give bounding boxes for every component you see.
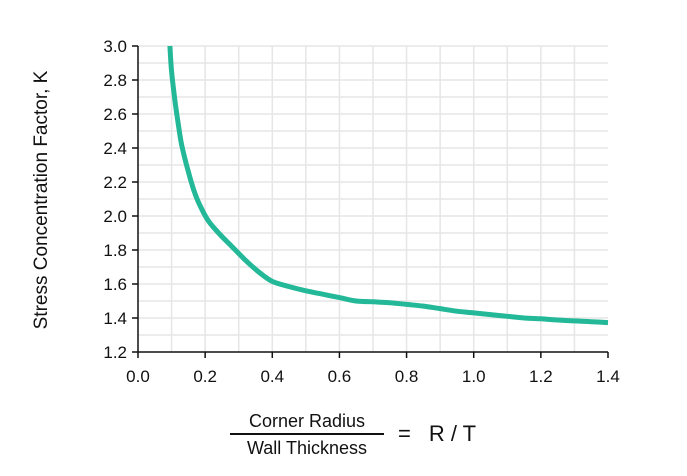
x-tick-label: 0.0: [126, 367, 150, 386]
x-axis-label-symbol: R / T: [428, 421, 477, 446]
x-axis-label-fraction: Corner Radius Wall Thickness: [230, 410, 384, 459]
x-tick-label: 1.0: [462, 367, 486, 386]
x-tick-label: 1.4: [596, 367, 620, 386]
x-tick-label: 0.8: [395, 367, 419, 386]
y-tick-label: 2.4: [103, 139, 127, 158]
y-tick-label: 2.2: [103, 173, 127, 192]
fraction-bar: [230, 433, 384, 435]
x-axis-label-denominator: Wall Thickness: [246, 437, 368, 458]
x-axis-label-rhs: = R / T: [398, 421, 476, 447]
y-axis-label: Stress Concentration Factor, K: [31, 70, 52, 330]
y-tick-label: 1.6: [103, 275, 127, 294]
series-line: [167, 45, 609, 326]
y-tick-label: 3.0: [103, 37, 127, 56]
y-tick-label: 2.0: [103, 207, 127, 226]
y-tick-label: 2.8: [103, 71, 127, 90]
x-axis-label-equals: =: [398, 421, 411, 446]
y-axis-label-container: Stress Concentration Factor, K: [22, 40, 62, 360]
y-tick-label: 1.4: [103, 309, 127, 328]
y-tick-label: 2.6: [103, 105, 127, 124]
x-axis-label-numerator: Corner Radius: [248, 411, 366, 431]
x-tick-label: 1.2: [529, 367, 553, 386]
x-tick-label: 0.6: [328, 367, 352, 386]
x-tick-label: 0.2: [193, 367, 217, 386]
y-tick-label: 1.8: [103, 241, 127, 260]
y-tick-label: 1.2: [103, 343, 127, 362]
x-tick-label: 0.4: [260, 367, 284, 386]
x-axis-label: Corner Radius Wall Thickness = R / T: [230, 410, 480, 462]
